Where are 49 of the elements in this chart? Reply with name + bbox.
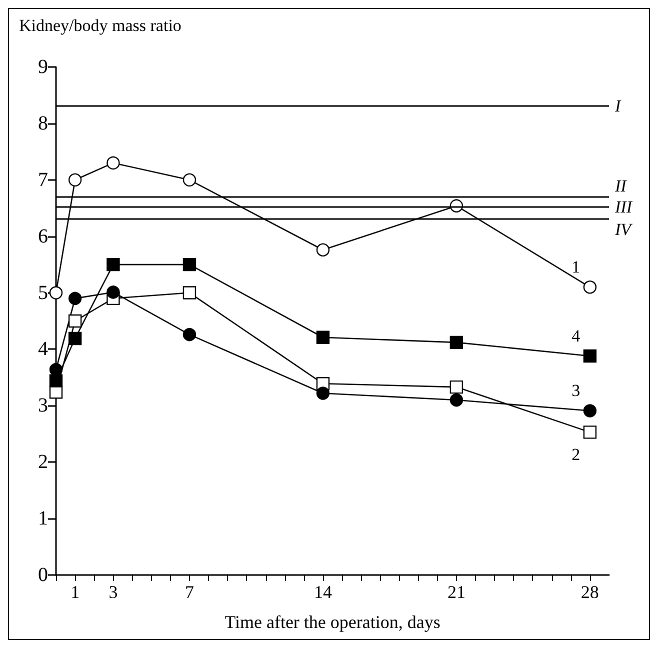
y-tick-label: 8 bbox=[38, 112, 48, 134]
point bbox=[316, 330, 330, 344]
point bbox=[68, 314, 82, 328]
y-tick-label: 2 bbox=[38, 451, 48, 474]
series-label: 3 bbox=[572, 381, 580, 400]
y-tick-label: 5 bbox=[38, 282, 48, 304]
x-axis-title: Time after the operation, days bbox=[224, 612, 440, 632]
point bbox=[450, 380, 464, 394]
point bbox=[68, 332, 82, 346]
point bbox=[106, 286, 120, 299]
ref-line-label: I bbox=[614, 96, 622, 116]
y-axis-title: Kidney/body mass ratio bbox=[19, 16, 182, 35]
series-label: 4 bbox=[572, 326, 581, 346]
point bbox=[450, 393, 464, 407]
point bbox=[182, 328, 196, 342]
point bbox=[182, 258, 196, 272]
point bbox=[450, 336, 464, 350]
point bbox=[106, 156, 120, 170]
point bbox=[49, 362, 63, 376]
point bbox=[583, 404, 597, 418]
x-tick-label: 21 bbox=[447, 582, 466, 602]
point bbox=[106, 258, 120, 272]
point bbox=[583, 280, 597, 294]
y-tick-label: 4 bbox=[38, 338, 48, 360]
point bbox=[68, 173, 82, 186]
y-tick-label: 3 bbox=[38, 394, 48, 417]
y-tick-label: 7 bbox=[38, 168, 48, 191]
ref-line-label: III bbox=[614, 197, 634, 216]
x-tick-label: 7 bbox=[184, 582, 194, 602]
ref-line-label: IV bbox=[614, 220, 634, 239]
point bbox=[583, 349, 597, 363]
point bbox=[49, 374, 63, 388]
x-tick-label: 1 bbox=[70, 582, 80, 602]
x-tick-label: 3 bbox=[108, 582, 118, 602]
x-tick-label: 28 bbox=[580, 582, 599, 602]
x-tick-label: 14 bbox=[314, 582, 332, 602]
point bbox=[68, 292, 82, 306]
y-tick-label: 1 bbox=[38, 508, 48, 530]
point bbox=[316, 243, 330, 256]
point bbox=[583, 426, 597, 439]
ref-line-label: II bbox=[614, 176, 628, 196]
point bbox=[316, 386, 330, 400]
point bbox=[182, 173, 196, 186]
y-tick-label: 0 bbox=[38, 564, 48, 586]
y-tick-label: 9 bbox=[38, 56, 48, 78]
series-label: 2 bbox=[572, 444, 580, 464]
y-tick-label: 6 bbox=[38, 225, 48, 248]
point bbox=[182, 286, 196, 300]
series-label: 1 bbox=[572, 258, 580, 277]
